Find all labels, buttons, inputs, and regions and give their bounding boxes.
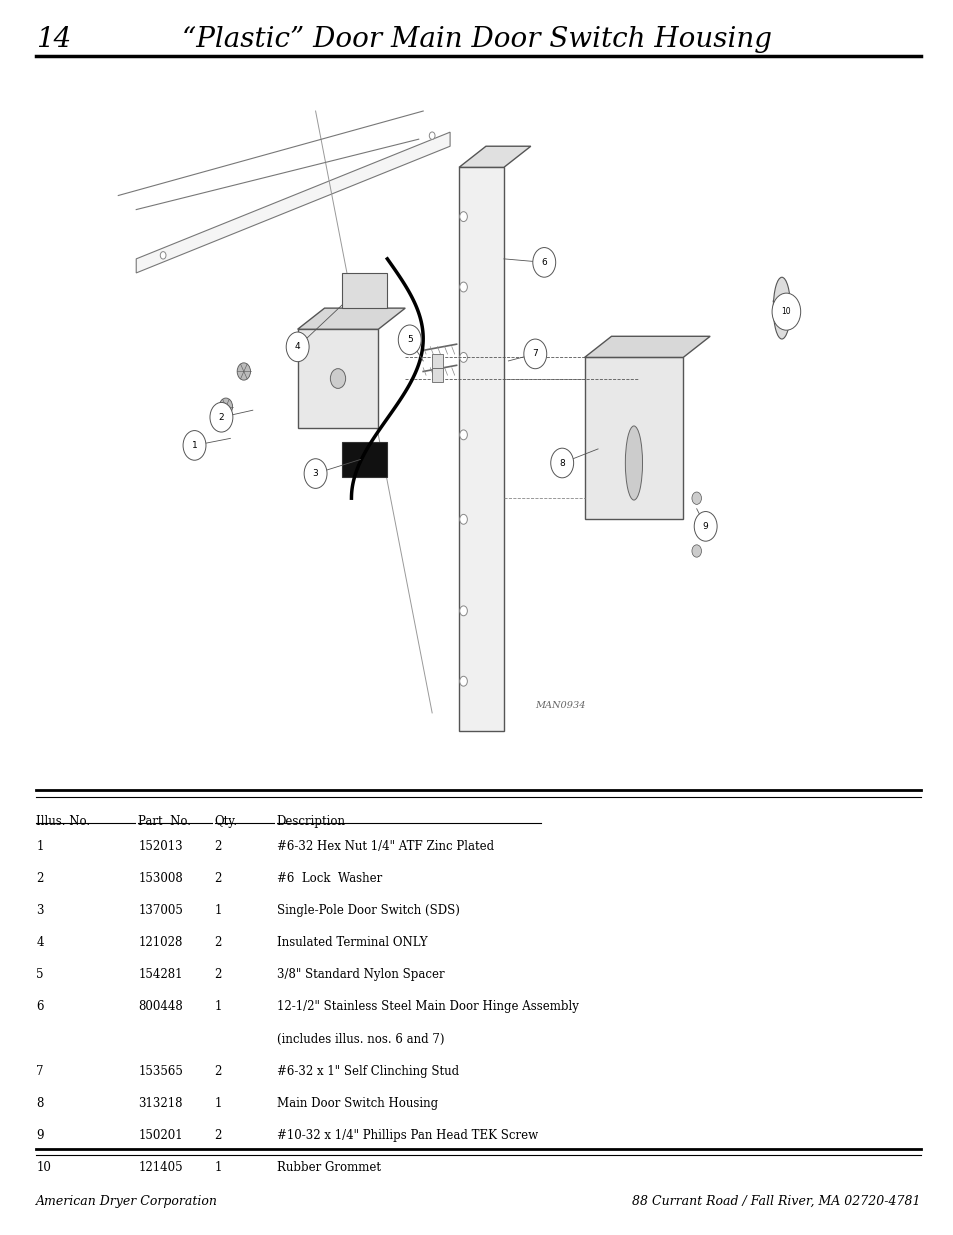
Text: 4: 4 bbox=[36, 936, 44, 950]
Text: 121028: 121028 bbox=[138, 936, 183, 950]
Text: 800448: 800448 bbox=[138, 1000, 183, 1014]
Text: 153008: 153008 bbox=[138, 872, 183, 885]
Circle shape bbox=[459, 282, 467, 291]
Polygon shape bbox=[297, 330, 378, 427]
Text: 6: 6 bbox=[540, 258, 547, 267]
Text: 2: 2 bbox=[218, 412, 224, 421]
Text: 121405: 121405 bbox=[138, 1161, 183, 1174]
Circle shape bbox=[459, 677, 467, 687]
Text: Description: Description bbox=[276, 815, 345, 829]
Text: 1: 1 bbox=[214, 1161, 222, 1174]
Text: Insulated Terminal ONLY: Insulated Terminal ONLY bbox=[276, 936, 427, 950]
Text: 153565: 153565 bbox=[138, 1065, 183, 1078]
Text: Illus. No.: Illus. No. bbox=[36, 815, 91, 829]
Circle shape bbox=[691, 492, 700, 504]
Circle shape bbox=[459, 430, 467, 440]
Text: Single-Pole Door Switch (SDS): Single-Pole Door Switch (SDS) bbox=[276, 904, 459, 918]
Text: 1: 1 bbox=[192, 441, 197, 450]
Polygon shape bbox=[458, 168, 503, 731]
Text: 2: 2 bbox=[214, 840, 222, 853]
Text: 5: 5 bbox=[36, 968, 44, 982]
Text: #6-32 Hex Nut 1/4" ATF Zinc Plated: #6-32 Hex Nut 1/4" ATF Zinc Plated bbox=[276, 840, 494, 853]
Circle shape bbox=[459, 514, 467, 525]
Text: #6-32 x 1" Self Clinching Stud: #6-32 x 1" Self Clinching Stud bbox=[276, 1065, 458, 1078]
Text: 2: 2 bbox=[214, 936, 222, 950]
Text: 7: 7 bbox=[532, 350, 537, 358]
Text: 88 Currant Road / Fall River, MA 02720-4781: 88 Currant Road / Fall River, MA 02720-4… bbox=[632, 1194, 920, 1208]
Ellipse shape bbox=[624, 426, 641, 500]
Polygon shape bbox=[342, 273, 387, 309]
Text: 3/8" Standard Nylon Spacer: 3/8" Standard Nylon Spacer bbox=[276, 968, 444, 982]
Text: 14: 14 bbox=[36, 26, 71, 53]
Text: 6: 6 bbox=[36, 1000, 44, 1014]
Text: 150201: 150201 bbox=[138, 1129, 183, 1142]
Polygon shape bbox=[584, 336, 709, 357]
Text: 9: 9 bbox=[36, 1129, 44, 1142]
Circle shape bbox=[459, 211, 467, 221]
Text: 1: 1 bbox=[214, 1097, 222, 1110]
Text: 154281: 154281 bbox=[138, 968, 183, 982]
Text: “Plastic” Door Main Door Switch Housing: “Plastic” Door Main Door Switch Housing bbox=[182, 26, 771, 53]
Circle shape bbox=[771, 293, 800, 330]
Text: 7: 7 bbox=[36, 1065, 44, 1078]
Text: #10-32 x 1/4" Phillips Pan Head TEK Screw: #10-32 x 1/4" Phillips Pan Head TEK Scre… bbox=[276, 1129, 537, 1142]
Text: 3: 3 bbox=[36, 904, 44, 918]
Circle shape bbox=[160, 252, 166, 259]
Text: 4: 4 bbox=[294, 342, 300, 351]
Circle shape bbox=[330, 369, 345, 389]
Circle shape bbox=[219, 398, 233, 415]
Bar bbox=[432, 353, 443, 368]
Polygon shape bbox=[297, 309, 405, 330]
Text: 12-1/2" Stainless Steel Main Door Hinge Assembly: 12-1/2" Stainless Steel Main Door Hinge … bbox=[276, 1000, 578, 1014]
Circle shape bbox=[532, 247, 555, 277]
Text: 2: 2 bbox=[214, 968, 222, 982]
Circle shape bbox=[550, 448, 573, 478]
Text: 2: 2 bbox=[214, 1065, 222, 1078]
Polygon shape bbox=[458, 146, 530, 168]
Text: 313218: 313218 bbox=[138, 1097, 183, 1110]
Text: 8: 8 bbox=[558, 458, 564, 468]
Text: 1: 1 bbox=[214, 904, 222, 918]
Text: American Dryer Corporation: American Dryer Corporation bbox=[36, 1194, 218, 1208]
Text: 5: 5 bbox=[406, 336, 413, 345]
Circle shape bbox=[429, 132, 435, 140]
Text: (includes illus. nos. 6 and 7): (includes illus. nos. 6 and 7) bbox=[276, 1032, 444, 1046]
Circle shape bbox=[210, 403, 233, 432]
Text: 1: 1 bbox=[214, 1000, 222, 1014]
Circle shape bbox=[459, 352, 467, 362]
Polygon shape bbox=[584, 357, 682, 519]
Text: 9: 9 bbox=[702, 522, 708, 531]
Bar bbox=[432, 368, 443, 383]
Text: 3: 3 bbox=[313, 469, 318, 478]
Text: Main Door Switch Housing: Main Door Switch Housing bbox=[276, 1097, 437, 1110]
Text: 137005: 137005 bbox=[138, 904, 183, 918]
Circle shape bbox=[304, 458, 327, 488]
Text: MAN0934: MAN0934 bbox=[535, 701, 585, 710]
Polygon shape bbox=[136, 132, 450, 273]
Text: 2: 2 bbox=[214, 872, 222, 885]
Circle shape bbox=[459, 606, 467, 616]
Text: 1: 1 bbox=[36, 840, 44, 853]
Polygon shape bbox=[342, 442, 387, 477]
Text: 2: 2 bbox=[214, 1129, 222, 1142]
Text: Part  No.: Part No. bbox=[138, 815, 192, 829]
Text: Qty.: Qty. bbox=[214, 815, 237, 829]
Text: 152013: 152013 bbox=[138, 840, 183, 853]
Circle shape bbox=[523, 340, 546, 369]
Text: 10: 10 bbox=[36, 1161, 51, 1174]
Circle shape bbox=[183, 431, 206, 461]
Text: Rubber Grommet: Rubber Grommet bbox=[276, 1161, 380, 1174]
Ellipse shape bbox=[773, 278, 790, 340]
Circle shape bbox=[286, 332, 309, 362]
Circle shape bbox=[691, 545, 700, 557]
Circle shape bbox=[237, 363, 251, 380]
Circle shape bbox=[398, 325, 420, 354]
Text: 2: 2 bbox=[36, 872, 44, 885]
Text: 10: 10 bbox=[781, 308, 790, 316]
Circle shape bbox=[694, 511, 717, 541]
Text: #6  Lock  Washer: #6 Lock Washer bbox=[276, 872, 381, 885]
Text: 8: 8 bbox=[36, 1097, 44, 1110]
